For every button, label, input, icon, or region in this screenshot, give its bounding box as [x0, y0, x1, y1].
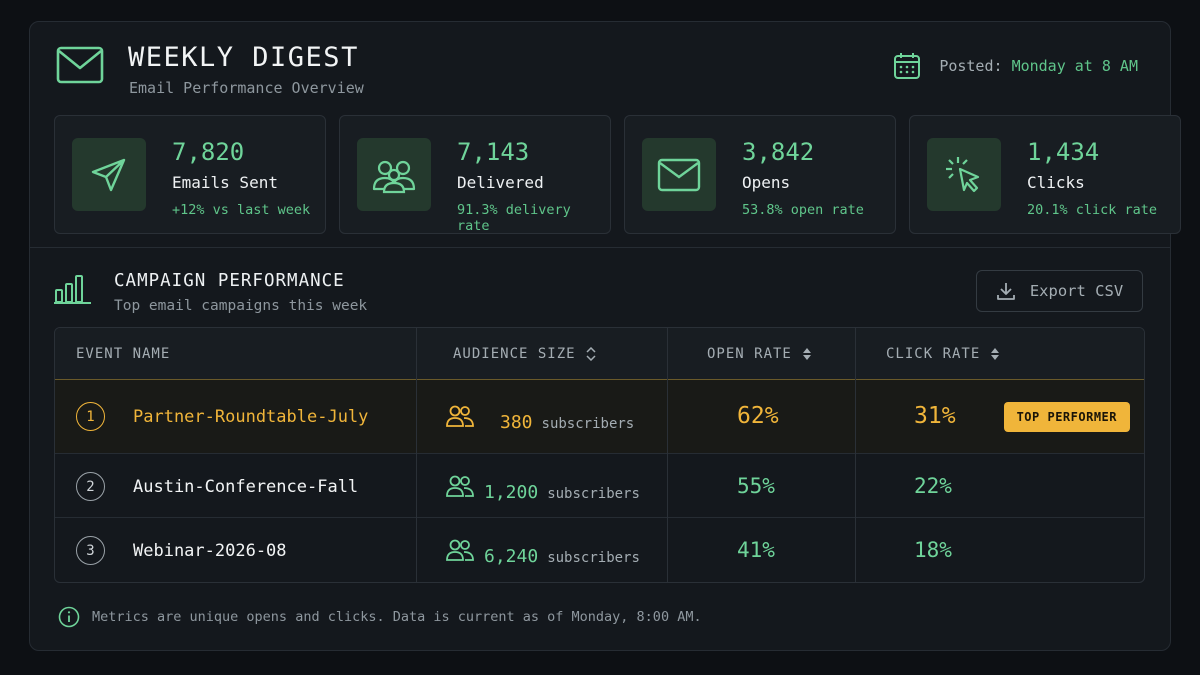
users-icon: [446, 475, 474, 497]
sort-icon: [802, 348, 811, 360]
send-icon: [72, 138, 146, 211]
mail-icon: [642, 138, 716, 211]
click-rate: 22%: [914, 474, 952, 498]
column-divider: [416, 328, 417, 582]
stat-value: 7,143: [457, 138, 530, 166]
users-icon: [446, 405, 474, 427]
stats-row: 7,820 Emails Sent +12% vs last week 7,14…: [54, 115, 1181, 234]
posted-label: Posted:: [939, 57, 1003, 75]
stat-value: 7,820: [172, 138, 245, 166]
posted-info: Posted: Monday at 8 AM: [893, 52, 1138, 80]
event-name: Partner-Roundtable-July: [133, 407, 369, 427]
stat-label: Opens: [742, 173, 791, 192]
column-header-audience-size[interactable]: AUDIENCE SIZE: [453, 328, 596, 380]
users-icon: [357, 138, 431, 211]
column-divider: [667, 328, 668, 582]
audience-unit: subscribers: [547, 486, 640, 502]
table-header: EVENT NAME AUDIENCE SIZE OPEN RATE CLICK…: [55, 328, 1144, 380]
campaign-section-subtitle: Top email campaigns this week: [114, 298, 368, 314]
stat-value: 1,434: [1027, 138, 1100, 166]
click-rate: 18%: [914, 538, 952, 562]
sort-icon: [586, 347, 596, 361]
audience-unit: subscribers: [547, 550, 640, 566]
info-icon: [58, 606, 80, 628]
event-name: Austin-Conference-Fall: [133, 477, 359, 497]
stat-sub: 20.1% click rate: [1027, 202, 1158, 218]
table-row[interactable]: 1 Partner-Roundtable-July 380 subscriber…: [55, 380, 1144, 454]
rank-badge: 1: [76, 402, 105, 431]
column-header-open-rate[interactable]: OPEN RATE: [707, 328, 812, 380]
audience-cell: 380 subscribers: [445, 404, 634, 433]
audience-unit: subscribers: [541, 416, 635, 432]
stat-card-clicks: 1,434 Clicks 20.1% click rate: [909, 115, 1181, 234]
column-header-click-rate[interactable]: CLICK RATE: [886, 328, 1000, 380]
sort-icon: [991, 348, 1000, 360]
click-rate: 31%: [914, 403, 956, 429]
export-csv-button[interactable]: Export CSV: [976, 270, 1143, 312]
audience-cell: 1,200 subscribers: [445, 474, 640, 503]
rank-badge: 2: [76, 472, 105, 501]
audience-count: 380: [500, 412, 533, 433]
stat-card-opens: 3,842 Opens 53.8% open rate: [624, 115, 896, 234]
users-icon: [446, 539, 474, 561]
stat-label: Emails Sent: [172, 173, 278, 192]
column-header-event-name: EVENT NAME: [76, 346, 171, 362]
stat-sub: +12% vs last week: [172, 202, 311, 218]
table-row[interactable]: 2 Austin-Conference-Fall 1,200 subscribe…: [55, 454, 1144, 518]
bar-chart-icon: [54, 275, 91, 304]
section-divider: [30, 247, 1170, 248]
download-icon: [996, 283, 1015, 300]
audience-count: 1,200: [484, 482, 539, 503]
export-csv-label: Export CSV: [1029, 282, 1124, 300]
page-title: WEEKLY DIGEST: [128, 42, 359, 73]
stat-card-emails-sent: 7,820 Emails Sent +12% vs last week: [54, 115, 326, 234]
open-rate: 41%: [737, 538, 775, 562]
stat-sub: 53.8% open rate: [742, 202, 864, 218]
stat-card-delivered: 7,143 Delivered 91.3% delivery rate: [339, 115, 611, 234]
stat-sub: 91.3% delivery rate: [457, 202, 571, 234]
cursor-click-icon: [927, 138, 1001, 211]
rank-badge: 3: [76, 536, 105, 565]
footnote-text: Metrics are unique opens and clicks. Dat…: [92, 609, 702, 625]
page-subtitle: Email Performance Overview: [129, 79, 364, 97]
column-divider: [855, 328, 856, 582]
audience-count: 6,240: [484, 546, 539, 567]
campaign-table: EVENT NAME AUDIENCE SIZE OPEN RATE CLICK…: [54, 327, 1145, 583]
mail-icon: [56, 46, 104, 84]
stat-label: Clicks: [1027, 173, 1085, 192]
weekly-digest-card: WEEKLY DIGEST Email Performance Overview…: [29, 21, 1181, 651]
posted-value: Monday at 8 AM: [1011, 57, 1138, 75]
calendar-icon: [894, 53, 921, 79]
top-performer-badge: TOP PERFORMER: [1003, 402, 1130, 432]
event-name: Webinar-2026-08: [133, 541, 287, 561]
stat-label: Delivered: [457, 173, 544, 192]
open-rate: 55%: [737, 474, 775, 498]
audience-cell: 6,240 subscribers: [445, 538, 640, 567]
table-row[interactable]: 3 Webinar-2026-08 6,240 subscribers 41% …: [55, 518, 1144, 582]
stat-value: 3,842: [742, 138, 815, 166]
open-rate: 62%: [737, 403, 779, 429]
footnote: Metrics are unique opens and clicks. Dat…: [58, 606, 702, 628]
campaign-section-title: CAMPAIGN PERFORMANCE: [114, 271, 345, 291]
